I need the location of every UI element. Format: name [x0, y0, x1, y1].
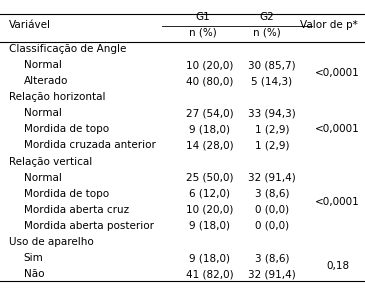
Text: Normal: Normal [24, 60, 62, 70]
Text: 1 (2,9): 1 (2,9) [255, 125, 289, 134]
Text: <0,0001: <0,0001 [315, 68, 360, 78]
Text: <0,0001: <0,0001 [315, 125, 360, 134]
Text: 0 (0,0): 0 (0,0) [255, 205, 289, 215]
Text: Não: Não [24, 269, 44, 279]
Text: Alterado: Alterado [24, 76, 68, 86]
Text: Mordida cruzada anterior: Mordida cruzada anterior [24, 141, 155, 150]
Text: 9 (18,0): 9 (18,0) [189, 221, 230, 231]
Text: 41 (82,0): 41 (82,0) [186, 269, 234, 279]
Text: Valor de p*: Valor de p* [300, 20, 357, 30]
Text: Sim: Sim [24, 253, 43, 263]
Text: 5 (14,3): 5 (14,3) [251, 76, 292, 86]
Text: <0,0001: <0,0001 [315, 197, 360, 207]
Text: 0,18: 0,18 [326, 261, 349, 271]
Text: 25 (50,0): 25 (50,0) [186, 173, 234, 183]
Text: Mordida de topo: Mordida de topo [24, 125, 109, 134]
Text: 10 (20,0): 10 (20,0) [186, 60, 234, 70]
Text: Relação horizontal: Relação horizontal [9, 92, 105, 102]
Text: 10 (20,0): 10 (20,0) [186, 205, 234, 215]
Text: 0 (0,0): 0 (0,0) [255, 221, 289, 231]
Text: 9 (18,0): 9 (18,0) [189, 253, 230, 263]
Text: Normal: Normal [24, 108, 62, 118]
Text: Normal: Normal [24, 173, 62, 183]
Text: 27 (54,0): 27 (54,0) [186, 108, 234, 118]
Text: 6 (12,0): 6 (12,0) [189, 189, 230, 199]
Text: G1: G1 [195, 12, 210, 22]
Text: Mordida aberta cruz: Mordida aberta cruz [24, 205, 129, 215]
Text: n (%): n (%) [189, 28, 216, 38]
Text: 3 (8,6): 3 (8,6) [255, 189, 289, 199]
Text: n (%): n (%) [253, 28, 280, 38]
Text: 9 (18,0): 9 (18,0) [189, 125, 230, 134]
Text: 32 (91,4): 32 (91,4) [248, 269, 296, 279]
Text: G2: G2 [259, 12, 274, 22]
Text: 14 (28,0): 14 (28,0) [186, 141, 234, 150]
Text: Classificação de Angle: Classificação de Angle [9, 44, 127, 54]
Text: 32 (91,4): 32 (91,4) [248, 173, 296, 183]
Text: 30 (85,7): 30 (85,7) [248, 60, 296, 70]
Text: 33 (94,3): 33 (94,3) [248, 108, 296, 118]
Text: Uso de aparelho: Uso de aparelho [9, 237, 94, 247]
Text: Mordida de topo: Mordida de topo [24, 189, 109, 199]
Text: 1 (2,9): 1 (2,9) [255, 141, 289, 150]
Text: Mordida aberta posterior: Mordida aberta posterior [24, 221, 154, 231]
Text: Relação vertical: Relação vertical [9, 157, 92, 166]
Text: Variável: Variável [9, 20, 51, 30]
Text: 40 (80,0): 40 (80,0) [186, 76, 234, 86]
Text: 3 (8,6): 3 (8,6) [255, 253, 289, 263]
